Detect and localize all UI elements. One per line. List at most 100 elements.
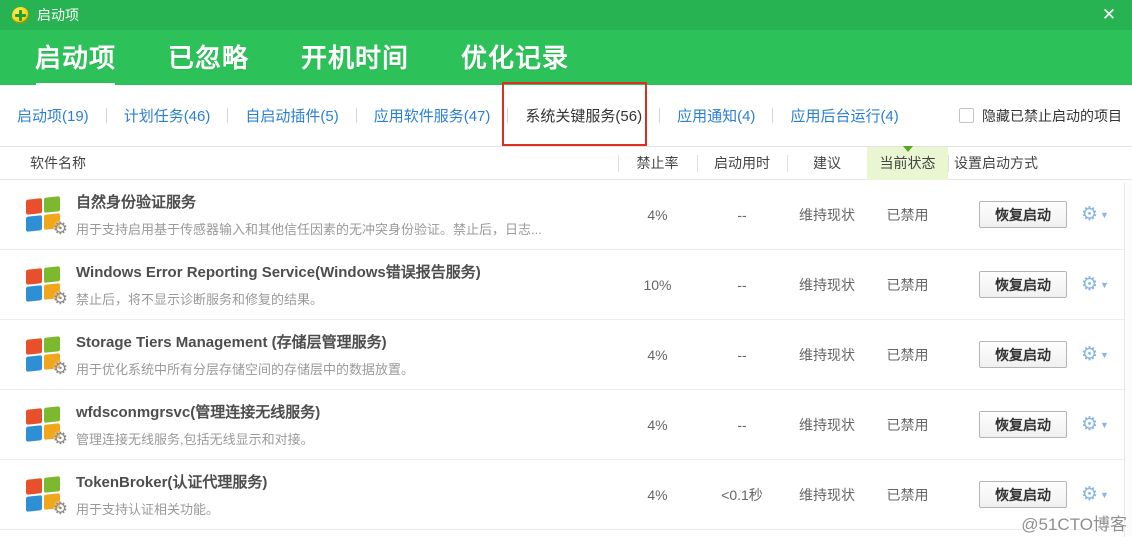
boot-time-value: -- xyxy=(737,276,747,293)
separator xyxy=(105,108,107,123)
gear-badge-icon: ⚙ xyxy=(52,358,68,379)
titlebar: 启动项 ✕ xyxy=(0,0,1132,30)
hide-disabled-checkbox[interactable] xyxy=(959,108,974,123)
suggestion-value: 维持现状 xyxy=(799,206,855,223)
window-title: 启动项 xyxy=(37,7,79,23)
header-software-name[interactable]: 软件名称 xyxy=(30,155,86,171)
gear-icon: ⚙ xyxy=(1081,483,1099,505)
boot-time-value: -- xyxy=(737,346,747,363)
action-cell: 恢复启动 ⚙ ▼ xyxy=(948,180,1132,249)
restore-startup-button[interactable]: 恢复启动 xyxy=(979,411,1067,438)
subtab-scheduled-tasks[interactable]: 计划任务(46) xyxy=(123,108,211,125)
ban-rate-value: 10% xyxy=(643,276,672,293)
table-header: 软件名称 禁止率 启动用时 建议 当前状态 设置启动方式 xyxy=(0,145,1132,180)
header-current-status[interactable]: 当前状态 xyxy=(867,145,948,180)
settings-dropdown[interactable]: ⚙ ▼ xyxy=(1081,205,1109,224)
close-icon[interactable]: ✕ xyxy=(1101,5,1117,24)
gear-badge-icon: ⚙ xyxy=(52,498,68,519)
ban-rate-value: 4% xyxy=(647,346,668,363)
action-cell: 恢复启动 ⚙ ▼ xyxy=(948,460,1132,529)
separator xyxy=(507,108,509,123)
windows-service-icon: ⚙ xyxy=(26,195,68,239)
subtab-autostart-plugins[interactable]: 自启动插件(5) xyxy=(245,108,339,125)
app-logo-icon xyxy=(12,6,29,24)
service-description: 用于优化系统中所有分层存储空间的存储层中的数据放置。 xyxy=(76,362,415,377)
service-info: 自然身份验证服务 用于支持启用基于传感器输入和其他信任因素的无冲突身份验证。禁止… xyxy=(76,191,618,238)
hide-disabled-label[interactable]: 隐藏已禁止启动的项目 xyxy=(982,107,1122,124)
service-name: Windows Error Reporting Service(Windows错… xyxy=(76,264,481,281)
restore-startup-button[interactable]: 恢复启动 xyxy=(979,481,1067,508)
status-value: 已禁用 xyxy=(886,416,929,433)
table-row: ⚙ wfdsconmgrsvc(管理连接无线服务) 管理连接无线服务,包括无线显… xyxy=(0,390,1132,460)
windows-service-icon: ⚙ xyxy=(26,335,68,379)
hide-disabled-group: 隐藏已禁止启动的项目 xyxy=(959,106,1124,126)
service-name: TokenBroker(认证代理服务) xyxy=(76,474,268,491)
chevron-down-icon: ▼ xyxy=(1100,279,1109,290)
gear-icon: ⚙ xyxy=(1081,203,1099,225)
action-cell: 恢复启动 ⚙ ▼ xyxy=(948,250,1132,319)
table-row: ⚙ Storage Tiers Management (存储层管理服务) 用于优… xyxy=(0,320,1132,390)
separator xyxy=(659,108,661,123)
tab-startup-items[interactable]: 启动项 xyxy=(35,38,116,86)
main-nav: 启动项 已忽略 开机时间 优化记录 xyxy=(0,30,1132,86)
service-description: 用于支持启用基于传感器输入和其他信任因素的无冲突身份验证。禁止后，日志... xyxy=(76,222,542,237)
header-set-startup-mode: 设置启动方式 xyxy=(948,147,1132,179)
gear-badge-icon: ⚙ xyxy=(52,428,68,449)
settings-dropdown[interactable]: ⚙ ▼ xyxy=(1081,485,1109,504)
subtab-app-background[interactable]: 应用后台运行(4) xyxy=(790,108,899,125)
chevron-down-icon: ▼ xyxy=(1100,209,1109,220)
ban-rate-value: 4% xyxy=(647,206,668,223)
subtab-startup-items[interactable]: 启动项(19) xyxy=(17,108,89,125)
subtab-app-notifications[interactable]: 应用通知(4) xyxy=(677,108,756,125)
suggestion-value: 维持现状 xyxy=(799,276,855,293)
status-value: 已禁用 xyxy=(886,276,929,293)
service-info: wfdsconmgrsvc(管理连接无线服务) 管理连接无线服务,包括无线显示和… xyxy=(76,401,618,448)
gear-badge-icon: ⚙ xyxy=(52,288,68,309)
separator xyxy=(772,108,774,123)
chevron-down-icon: ▼ xyxy=(1100,419,1109,430)
header-suggestion[interactable]: 建议 xyxy=(787,147,867,179)
service-list: ⚙ 自然身份验证服务 用于支持启用基于传感器输入和其他信任因素的无冲突身份验证。… xyxy=(0,180,1132,530)
restore-startup-button[interactable]: 恢复启动 xyxy=(979,201,1067,228)
subtab-system-key-services[interactable]: 系统关键服务(56) xyxy=(525,108,643,125)
settings-dropdown[interactable]: ⚙ ▼ xyxy=(1081,275,1109,294)
header-boot-time[interactable]: 启动用时 xyxy=(697,147,787,179)
windows-service-icon: ⚙ xyxy=(26,405,68,449)
scrollbar[interactable] xyxy=(1124,183,1132,537)
header-current-status-label: 当前状态 xyxy=(879,155,936,171)
service-info: Storage Tiers Management (存储层管理服务) 用于优化系… xyxy=(76,331,618,378)
table-row: ⚙ Windows Error Reporting Service(Window… xyxy=(0,250,1132,320)
suggestion-value: 维持现状 xyxy=(799,416,855,433)
service-description: 用于支持认证相关功能。 xyxy=(76,502,220,517)
boot-time-value: -- xyxy=(737,206,747,223)
gear-icon: ⚙ xyxy=(1081,413,1099,435)
action-cell: 恢复启动 ⚙ ▼ xyxy=(948,390,1132,459)
boot-time-value: <0.1秒 xyxy=(721,486,763,503)
table-row: ⚙ TokenBroker(认证代理服务) 用于支持认证相关功能。 4% <0.… xyxy=(0,460,1132,530)
tab-boot-time[interactable]: 开机时间 xyxy=(301,43,410,73)
settings-dropdown[interactable]: ⚙ ▼ xyxy=(1081,345,1109,364)
service-name: 自然身份验证服务 xyxy=(76,194,197,211)
restore-startup-button[interactable]: 恢复启动 xyxy=(979,341,1067,368)
settings-dropdown[interactable]: ⚙ ▼ xyxy=(1081,415,1109,434)
gear-icon: ⚙ xyxy=(1081,343,1099,365)
status-value: 已禁用 xyxy=(886,206,929,223)
tab-ignored[interactable]: 已忽略 xyxy=(168,43,250,73)
suggestion-value: 维持现状 xyxy=(799,486,855,503)
separator xyxy=(227,108,229,123)
sub-nav: 启动项(19) 计划任务(46) 自启动插件(5) 应用软件服务(47) 系统关… xyxy=(0,85,1132,147)
gear-icon: ⚙ xyxy=(1081,273,1099,295)
chevron-down-icon: ▼ xyxy=(1100,489,1109,500)
status-value: 已禁用 xyxy=(886,346,929,363)
tab-optimize-history[interactable]: 优化记录 xyxy=(461,43,570,73)
boot-time-value: -- xyxy=(737,416,747,433)
ban-rate-value: 4% xyxy=(647,416,668,433)
subtab-app-services[interactable]: 应用软件服务(47) xyxy=(373,108,491,125)
action-cell: 恢复启动 ⚙ ▼ xyxy=(948,320,1132,389)
restore-startup-button[interactable]: 恢复启动 xyxy=(979,271,1067,298)
header-ban-rate[interactable]: 禁止率 xyxy=(618,147,697,179)
service-info: TokenBroker(认证代理服务) 用于支持认证相关功能。 xyxy=(76,471,618,518)
ban-rate-value: 4% xyxy=(647,486,668,503)
watermark: @51CTO博客 xyxy=(1021,515,1127,534)
